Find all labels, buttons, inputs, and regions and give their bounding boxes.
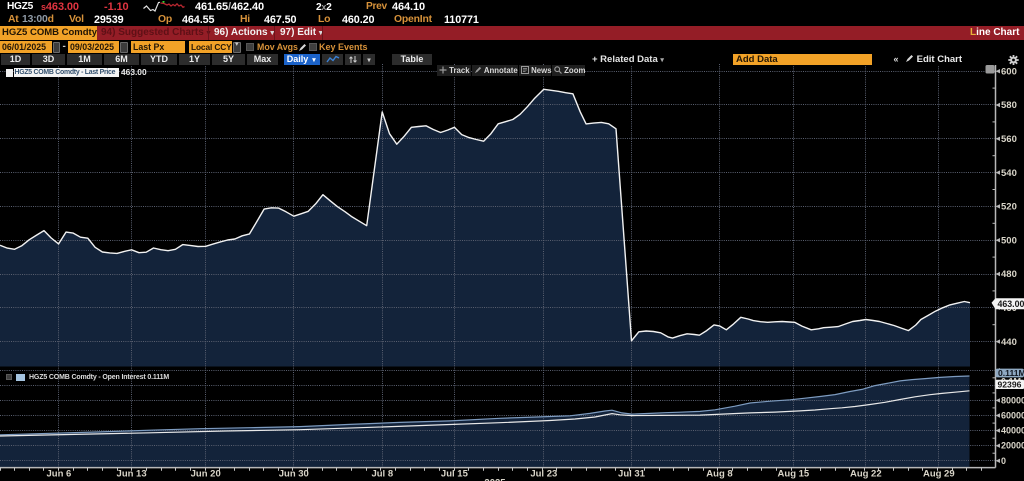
svg-text:Aug 22: Aug 22 bbox=[850, 469, 882, 480]
svg-text:0.111M: 0.111M bbox=[998, 368, 1024, 378]
svg-text:540: 540 bbox=[1001, 168, 1017, 179]
svg-text:Aug 8: Aug 8 bbox=[706, 469, 732, 480]
svg-text:440: 440 bbox=[1001, 337, 1017, 348]
svg-text:0: 0 bbox=[1001, 456, 1006, 466]
svg-text:560: 560 bbox=[1001, 134, 1017, 145]
svg-text:92396: 92396 bbox=[998, 379, 1022, 389]
svg-text:40000: 40000 bbox=[1001, 426, 1024, 436]
svg-text:Jun 20: Jun 20 bbox=[191, 469, 221, 480]
svg-text:463.00: 463.00 bbox=[998, 299, 1024, 309]
svg-text:Jun 6: Jun 6 bbox=[46, 469, 71, 480]
svg-text:480: 480 bbox=[1001, 269, 1017, 280]
svg-text:Jun 13: Jun 13 bbox=[117, 469, 147, 480]
svg-text:Jul 8: Jul 8 bbox=[371, 469, 393, 480]
svg-text:20000: 20000 bbox=[1001, 441, 1024, 451]
svg-text:2025: 2025 bbox=[484, 478, 506, 481]
svg-text:Jul 15: Jul 15 bbox=[441, 469, 469, 480]
svg-text:580: 580 bbox=[1001, 100, 1017, 111]
svg-text:80000: 80000 bbox=[1001, 395, 1024, 405]
svg-text:500: 500 bbox=[1001, 235, 1017, 246]
svg-text:Jul 31: Jul 31 bbox=[618, 469, 646, 480]
svg-text:Jun 30: Jun 30 bbox=[279, 469, 309, 480]
svg-text:520: 520 bbox=[1001, 202, 1017, 213]
svg-text:Jul 23: Jul 23 bbox=[530, 469, 557, 480]
svg-text:Aug 29: Aug 29 bbox=[923, 469, 955, 480]
svg-text:600: 600 bbox=[1001, 66, 1017, 77]
svg-text:Aug 15: Aug 15 bbox=[778, 469, 810, 480]
svg-text:60000: 60000 bbox=[1001, 411, 1024, 421]
